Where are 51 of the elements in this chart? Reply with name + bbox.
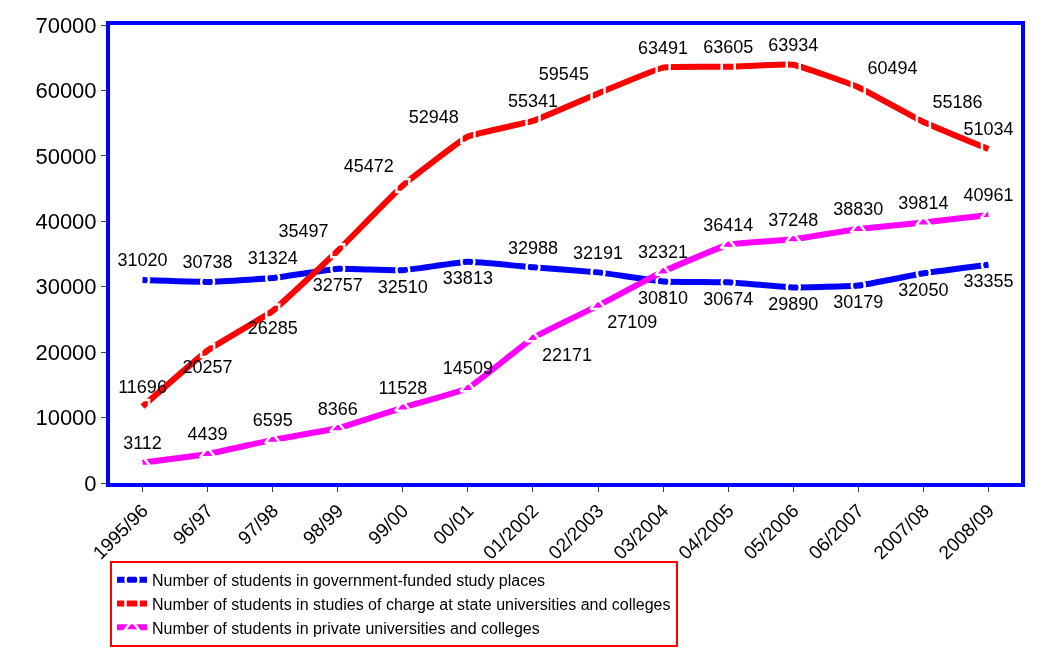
data-label: 32321: [638, 241, 689, 262]
data-label: 31324: [247, 248, 298, 269]
data-label: 37248: [768, 209, 819, 230]
y-tick-label: 60000: [35, 78, 97, 104]
data-label: 30810: [638, 288, 689, 309]
legend-label: Number of students in private universities and colleges: [152, 619, 540, 637]
data-label: 3112: [123, 433, 162, 454]
y-tick-label: 0: [84, 470, 97, 496]
y-tick-label: 50000: [35, 143, 97, 169]
data-label: 35497: [278, 221, 329, 242]
data-label: 22171: [542, 344, 593, 365]
data-label: 26285: [247, 317, 298, 338]
data-label: 38830: [833, 199, 884, 220]
data-label: 36414: [703, 215, 754, 236]
data-label: 32191: [573, 242, 624, 263]
data-label: 29890: [768, 294, 819, 315]
data-label: 63605: [703, 37, 754, 58]
data-label: 31020: [117, 250, 168, 271]
data-label: 14509: [442, 358, 493, 379]
data-label: 45472: [343, 155, 394, 176]
y-tick-label: 30000: [35, 274, 97, 300]
data-label: 30179: [833, 292, 884, 313]
data-label: 8366: [317, 398, 358, 419]
data-label: 11528: [378, 377, 428, 398]
data-label: 32757: [312, 275, 363, 296]
data-label: 30674: [703, 288, 754, 309]
data-label: 6595: [252, 410, 293, 431]
data-label: 40961: [963, 185, 1014, 206]
data-label: 52948: [408, 106, 459, 127]
data-label: 51034: [963, 119, 1014, 140]
y-tick-label: 70000: [35, 12, 97, 38]
legend-label: Number of students in studies of charge at state universities and colleges: [152, 595, 671, 613]
data-label: 32510: [377, 276, 428, 297]
data-label: 55186: [932, 92, 983, 113]
y-tick-label: 40000: [35, 208, 97, 234]
data-label: 33813: [442, 268, 493, 289]
data-label: 27109: [607, 312, 658, 333]
data-label: 4439: [187, 424, 228, 445]
legend-label: Number of students in government-funded study places: [152, 572, 546, 589]
y-tick-label: 10000: [35, 405, 97, 431]
data-label: 30738: [182, 252, 233, 273]
data-label: 33355: [963, 271, 1014, 292]
data-label: 55341: [507, 91, 558, 112]
data-label: 32050: [898, 279, 949, 300]
data-label: 32988: [507, 237, 558, 258]
data-label: 63491: [638, 37, 689, 58]
y-tick-label: 20000: [35, 339, 97, 365]
data-label: 59545: [538, 63, 589, 84]
data-label: 63934: [768, 35, 819, 56]
data-label: 39814: [898, 192, 949, 213]
data-label: 60494: [867, 57, 918, 78]
